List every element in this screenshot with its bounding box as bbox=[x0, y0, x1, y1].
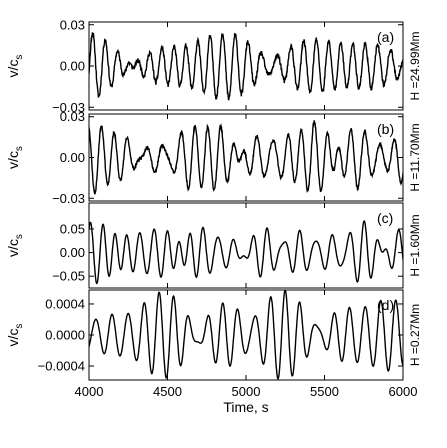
height-label: H =0.27Mm bbox=[408, 304, 422, 366]
y-tick-label: 0.00 bbox=[60, 245, 85, 260]
series-line bbox=[89, 290, 403, 380]
x-axis: 4000 4500 5000 5500 6000 bbox=[75, 384, 418, 399]
panel-label: (b) bbox=[377, 121, 394, 137]
panel-label: (a) bbox=[377, 29, 394, 45]
series-line bbox=[89, 220, 403, 285]
y-tick-label: −0.05 bbox=[52, 269, 85, 284]
x-tick-label: 4000 bbox=[75, 384, 104, 399]
y-tick-label: 0.03 bbox=[60, 17, 85, 32]
y-tick-label: −0.03 bbox=[52, 191, 85, 206]
series-line bbox=[89, 120, 403, 195]
height-label: H =24.99Mm bbox=[408, 31, 422, 100]
x-tick-label: 5500 bbox=[310, 384, 339, 399]
y-axis-title: v/cs bbox=[5, 324, 25, 347]
y-tick-label: 0.00 bbox=[60, 150, 85, 165]
x-tick-label: 4500 bbox=[153, 384, 182, 399]
height-label: H =11.70Mm bbox=[408, 123, 422, 191]
y-axis-title: v/cs bbox=[5, 234, 25, 257]
y-axis-title: v/cs bbox=[5, 55, 25, 78]
y-tick-label: 0.0000 bbox=[45, 328, 85, 343]
x-axis-title: Time, s bbox=[223, 399, 268, 415]
x-tick-label: 6000 bbox=[389, 384, 418, 399]
panels-group: −0.030.000.03v/cs(a) H =24.99Mm−0.030.000… bbox=[5, 17, 422, 381]
y-tick-label: −0.03 bbox=[52, 100, 85, 115]
y-tick-label: 0.03 bbox=[60, 109, 85, 124]
x-tick-label: 5000 bbox=[232, 384, 261, 399]
y-tick-label: −0.0004 bbox=[38, 359, 85, 374]
series-line bbox=[89, 32, 403, 101]
panel-label: (c) bbox=[377, 210, 393, 226]
height-label: H =1.60Mm bbox=[408, 214, 422, 276]
y-tick-label: 0.05 bbox=[60, 221, 85, 236]
panel-frame bbox=[88, 289, 404, 381]
y-tick-label: 0.0004 bbox=[45, 296, 85, 311]
panel-c: −0.05 0.00 0.05 v/cs (c) H =1.60Mm bbox=[5, 202, 422, 289]
y-axis-title: v/cs bbox=[5, 146, 25, 169]
panel-b: −0.03 0.00 0.03 v/cs (b) H =11.70Mm bbox=[5, 109, 422, 206]
y-tick-label: 0.00 bbox=[60, 59, 85, 74]
panel-a: −0.03 0.00 0.03 v/cs (a) H =24.99Mm bbox=[5, 17, 422, 115]
